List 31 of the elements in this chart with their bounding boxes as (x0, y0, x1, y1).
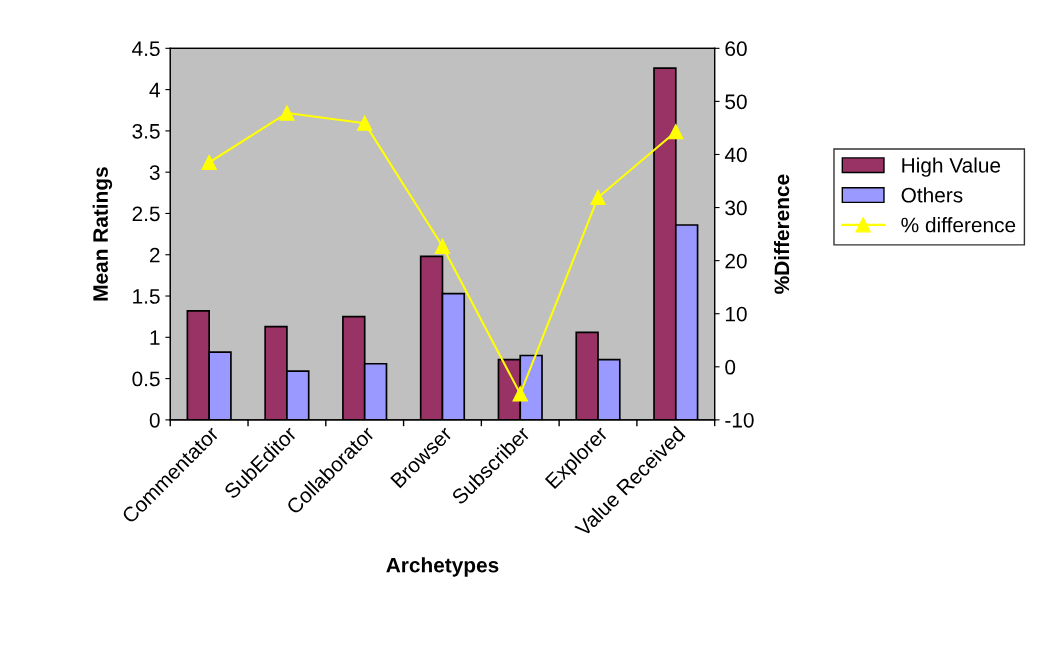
y2-axis-title: %Difference (773, 174, 790, 294)
point (434, 238, 451, 254)
y-tick-label: 4 (149, 82, 160, 98)
y-tick-label: 1 (150, 330, 160, 345)
point (668, 124, 684, 140)
point (590, 189, 606, 206)
y-tick-label: 2.5 (132, 206, 160, 222)
point (512, 386, 528, 402)
y2-tick-label: 10 (725, 306, 747, 322)
y-tick-label: 4.5 (132, 41, 160, 57)
y-tick-label: 2 (150, 247, 160, 263)
y2-tick-label: 20 (725, 253, 747, 269)
y2-tick-label: 30 (725, 200, 747, 216)
y-tick-label: 3 (149, 165, 160, 180)
legend-label: High Value (902, 157, 1001, 177)
y2-tick-label: -10 (725, 412, 754, 428)
point (279, 105, 295, 121)
y2-tick-label: 60 (725, 41, 747, 57)
y2-tick-label: 0 (725, 359, 736, 375)
y2-tick-label: 40 (724, 147, 747, 163)
y-axis-title: Mean Ratings (92, 167, 113, 301)
point (357, 115, 373, 131)
legend-label: Others (901, 187, 963, 203)
legend-label: % difference (901, 217, 1016, 233)
y-tick-label: 3.5 (132, 123, 160, 139)
point (201, 154, 217, 171)
y2-tick-label: 50 (725, 94, 747, 110)
x-axis-title: Archetypes (386, 557, 499, 577)
y-tick-label: 0 (149, 412, 160, 428)
y-tick-label: 1.5 (133, 289, 160, 304)
y-tick-label: 0.5 (132, 371, 160, 387)
